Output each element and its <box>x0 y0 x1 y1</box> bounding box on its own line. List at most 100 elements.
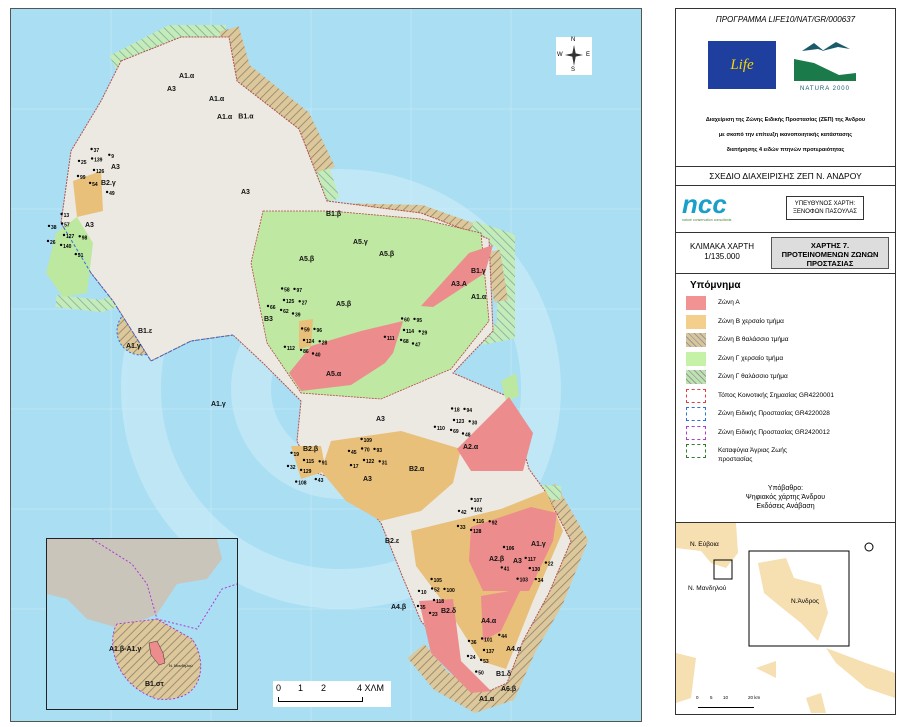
map-author-box: ΥΠΕΥΘΥΝΟΣ ΧΑΡΤΗ: ΞΕΝΟΦΩΝ ΠΑΣΟΥΛΑΣ <box>786 196 864 220</box>
locator-label: Ν.Άνδρος <box>791 598 820 605</box>
survey-point-label: 54 <box>92 182 98 188</box>
survey-point-marker <box>479 658 483 662</box>
zone-label: B1.β <box>326 211 342 218</box>
zone-label: A4.α <box>481 618 497 625</box>
legend-swatch <box>686 370 706 384</box>
zone-label: A1.α <box>217 114 233 121</box>
zone-label: A1.α <box>471 294 487 301</box>
survey-point-marker <box>302 458 306 462</box>
survey-point-marker <box>428 611 432 615</box>
zone-label: B1.γ <box>471 268 486 275</box>
survey-point-label: 34 <box>538 578 544 584</box>
zone-a-a4-beta <box>419 599 491 693</box>
survey-point-label: 26 <box>50 240 56 246</box>
survey-point-marker <box>417 589 421 593</box>
survey-point-marker <box>347 449 351 453</box>
survey-point-marker <box>349 463 353 467</box>
survey-point-marker <box>516 577 519 580</box>
survey-point-label: 27 <box>302 300 308 306</box>
survey-point-label: 106 <box>506 546 515 552</box>
legend-label: Ζώνη Α <box>718 299 740 306</box>
survey-point-label: 36 <box>471 640 477 646</box>
zone-a-a3-a <box>421 245 493 307</box>
header-section: ΠΡΟΓΡΑΜΜΑ LIFE10/NAT/GR/000637 Life NATU… <box>676 9 895 167</box>
survey-point-marker <box>461 432 465 435</box>
legend-swatch <box>686 314 706 329</box>
survey-point-marker <box>502 545 506 549</box>
zone-b-land-gamma <box>73 171 103 217</box>
survey-point-label: 112 <box>287 346 295 352</box>
inset-label: A1.β-A1.γ <box>109 646 141 653</box>
survey-point-marker <box>430 577 433 581</box>
survey-point-marker <box>300 327 304 330</box>
survey-point-label: 40 <box>315 353 321 359</box>
survey-point-marker <box>475 670 478 673</box>
survey-point-label: 139 <box>94 158 103 164</box>
survey-point-marker <box>373 447 376 451</box>
legend-label: Ζώνη Ειδικής Προστασίας GR4220028 <box>718 410 830 417</box>
survey-point-marker <box>457 509 461 513</box>
inset-spa-boundary <box>91 539 237 630</box>
survey-point-marker <box>105 190 109 194</box>
zone-label: A3.A <box>451 281 467 288</box>
zone-label: A5.β <box>299 256 315 263</box>
survey-point-marker <box>302 338 306 342</box>
survey-point-marker <box>90 157 94 160</box>
survey-point-label: 109 <box>364 438 373 444</box>
survey-point-marker <box>47 224 51 228</box>
inset-map[interactable]: A1.β-A1.γ B1.στ Ν. Μανδηλού <box>46 538 238 710</box>
survey-point-marker <box>108 153 111 156</box>
survey-point-marker <box>313 327 316 331</box>
survey-point-label: 41 <box>504 566 510 572</box>
legend-swatch <box>686 388 706 403</box>
survey-point-marker <box>314 477 317 481</box>
survey-point-marker <box>299 348 303 352</box>
survey-point-marker <box>362 458 366 462</box>
survey-point-label: 50 <box>478 671 484 677</box>
legend-swatch <box>686 351 706 366</box>
survey-point-marker <box>279 308 283 312</box>
survey-point-marker <box>482 648 486 652</box>
map-scale: ΚΛΙΜΑΚΑ ΧΑΡΤΗ 1/135.000 <box>689 242 755 261</box>
survey-point-marker <box>470 507 474 510</box>
survey-point-marker <box>360 447 364 450</box>
zone-g-land-west <box>46 217 93 297</box>
survey-point-label: 102 <box>474 508 483 514</box>
compass-rose: N E S W <box>556 37 592 75</box>
survey-point-label: 110 <box>437 426 445 432</box>
zone-label: A2.β <box>489 556 505 563</box>
main-map[interactable]: A1.α A3 A1.α B1.α A1.α A3 B2.γ A3 B1.ε A1.γ A3 B1.β… <box>10 8 642 722</box>
zone-label: A3 <box>167 86 176 93</box>
survey-point-marker <box>266 304 270 308</box>
survey-point-label: 97 <box>297 288 303 294</box>
survey-point-marker <box>452 418 456 422</box>
survey-point-label: 116 <box>476 519 484 525</box>
inset-canvas: A1.β-A1.γ B1.στ Ν. Μανδηλού <box>47 539 237 700</box>
legend-swatch <box>686 407 706 421</box>
survey-point-label: 96 <box>317 328 323 334</box>
survey-point-marker <box>432 598 436 602</box>
survey-point-label: 29 <box>422 330 428 336</box>
zone-b-land-alpha <box>321 431 461 521</box>
survey-point-label: 62 <box>283 309 289 315</box>
survey-point-marker <box>295 480 298 483</box>
compass-w: W <box>557 52 563 58</box>
survey-point-label: 126 <box>96 169 105 175</box>
locator-canvas <box>676 523 895 713</box>
scale-section: ΚΛΙΜΑΚΑ ΧΑΡΤΗ 1/135.000 ΧΑΡΤΗΣ 7. ΠΡΟΤΕΙΝΟ… <box>676 233 895 274</box>
zone-label: A5.γ <box>353 239 368 246</box>
survey-point-marker <box>524 556 527 560</box>
survey-point-label: 127 <box>66 234 75 240</box>
survey-point-marker <box>469 528 473 532</box>
locator-scale-bar: 0 5 10 20 km <box>696 695 760 708</box>
ncc-logo: ncc nature conservation consultants <box>682 189 732 222</box>
survey-point-label: 124 <box>306 339 315 345</box>
survey-point-marker <box>311 352 315 355</box>
map-title: ΧΑΡΤΗΣ 7. ΠΡΟΤΕΙΝΟΜΕΝΩΝ ΖΩΝΩΝ ΠΡΟΣΤΑΣΙΑΣ <box>771 237 889 269</box>
survey-point-label: 57 <box>64 223 70 229</box>
survey-point-marker <box>488 520 491 523</box>
survey-point-label: 58 <box>284 288 290 294</box>
compass-e: E <box>586 52 591 58</box>
survey-point-label: 37 <box>94 148 100 154</box>
